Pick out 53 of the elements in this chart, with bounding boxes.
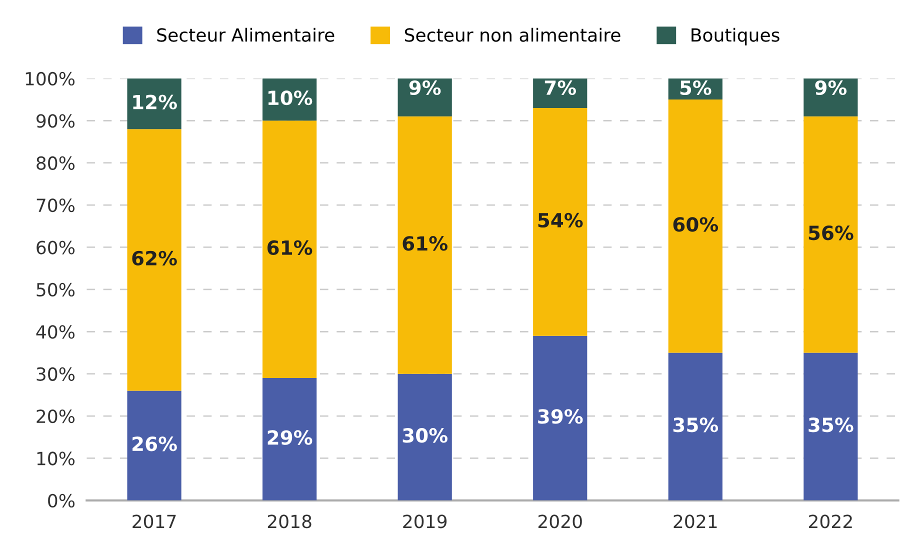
data-label: 9% xyxy=(815,80,847,96)
bar xyxy=(804,352,858,500)
x-tick-label: 2017 xyxy=(132,514,176,528)
data-label: 54% xyxy=(538,212,583,228)
data-label: 39% xyxy=(538,409,583,424)
bar xyxy=(398,116,452,374)
data-label: 61% xyxy=(267,240,312,255)
bar xyxy=(668,100,722,353)
data-label: 26% xyxy=(132,436,177,452)
data-label: 35% xyxy=(673,418,718,432)
y-tick-label: 20% xyxy=(36,409,75,424)
data-label: 9% xyxy=(409,80,441,96)
bar xyxy=(533,336,588,500)
data-label: 12% xyxy=(133,94,177,110)
legend-label: Secteur Alimentaire xyxy=(157,28,334,42)
bar xyxy=(127,129,182,391)
bar xyxy=(127,390,182,500)
bar xyxy=(804,78,858,116)
bar xyxy=(398,374,452,500)
x-tick-label: 2018 xyxy=(268,514,312,528)
bar xyxy=(804,116,858,353)
data-label: 61% xyxy=(402,236,448,251)
data-label: 29% xyxy=(268,430,312,445)
x-tick-label: 2021 xyxy=(674,514,717,528)
y-tick-label: 100% xyxy=(26,72,75,86)
bar xyxy=(398,78,452,116)
x-tick-label: 2019 xyxy=(403,514,447,528)
data-label: 30% xyxy=(402,428,448,443)
bar xyxy=(533,108,588,336)
legend-label: Secteur non alimentaire xyxy=(404,28,620,42)
y-tick-label: 0% xyxy=(48,494,75,508)
data-label: 60% xyxy=(673,217,718,232)
data-label: 56% xyxy=(808,226,854,240)
bar xyxy=(127,78,182,130)
bar xyxy=(668,352,722,500)
legend-label: Boutiques xyxy=(692,28,780,46)
data-label: 62% xyxy=(132,250,177,266)
y-tick-label: 90% xyxy=(36,114,75,128)
x-tick-label: 2022 xyxy=(809,514,852,528)
data-label: 10% xyxy=(268,90,312,106)
y-tick-label: 30% xyxy=(36,367,75,381)
data-label: 5% xyxy=(680,80,712,96)
bar xyxy=(262,120,317,378)
data-label: 35% xyxy=(808,418,854,432)
bar xyxy=(262,378,317,500)
data-label: 7% xyxy=(544,80,576,96)
y-tick-label: 40% xyxy=(36,325,75,339)
y-tick-label: 50% xyxy=(36,282,75,297)
y-tick-label: 80% xyxy=(36,156,75,170)
y-tick-label: 60% xyxy=(36,240,75,254)
y-tick-label: 70% xyxy=(36,198,75,212)
y-tick-label: 10% xyxy=(37,452,75,466)
x-tick-label: 2020 xyxy=(538,514,582,528)
